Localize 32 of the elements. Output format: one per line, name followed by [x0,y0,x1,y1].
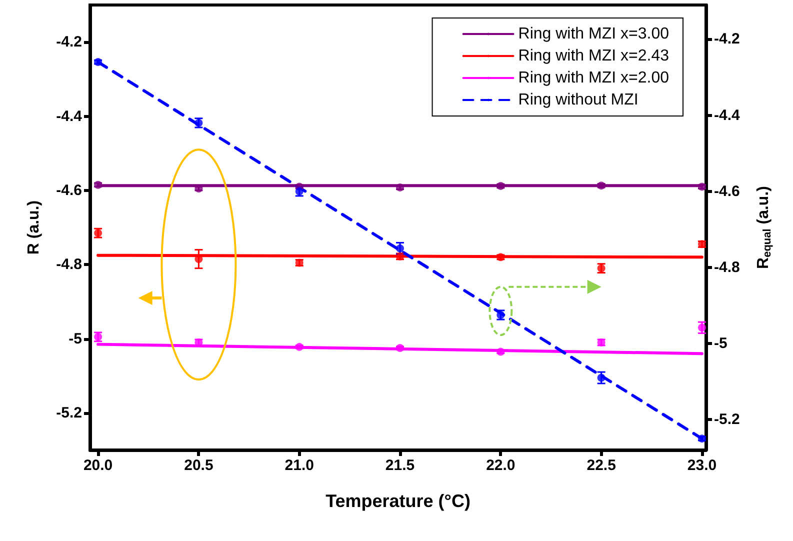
point [597,374,606,382]
point [295,342,304,351]
point [496,348,505,356]
x-tick-label: 23.0 [687,457,717,474]
x-tick-label: 20.5 [184,457,214,474]
x-tick-label: 21.0 [284,457,314,474]
y-tick-label: -4.2 [56,34,82,51]
y2-tick-label: -5.2 [714,411,740,428]
y-axis-title: R (a.u.) [26,200,42,255]
legend-label: Ring without MZI [518,92,638,108]
y2-tick-label: -4.8 [714,258,740,276]
x-tick-label: 20.0 [83,457,113,474]
y2-tick-label: -4.2 [714,30,740,48]
x-tick-label: 22.5 [586,457,616,474]
legend-label: Ring with MZI x=2.43 [518,48,670,64]
y2-tick-label: -4.4 [714,106,741,124]
y2-axis-title: Requal (a.u.) [755,186,774,269]
y2-tick-label: -4.6 [714,182,740,200]
y-tick-label: -4.8 [56,256,82,274]
x-axis-title: Temperature (°C) [326,491,470,511]
y-tick-label: -5 [68,330,82,348]
x-tick-label: 22.0 [486,457,516,474]
legend-label: Ring with MZI x=3.00 [518,26,670,42]
legend-label: Ring with MZI x=2.00 [518,70,670,86]
y-tick-label: -4.4 [56,108,83,125]
point [396,344,404,352]
x-tick-label: 21.5 [385,457,415,474]
y-tick-label: -4.6 [56,182,82,199]
point [698,324,706,332]
point [396,244,404,252]
y-tick-label: -5.2 [56,404,82,422]
y2-tick-label: -5 [714,335,728,352]
